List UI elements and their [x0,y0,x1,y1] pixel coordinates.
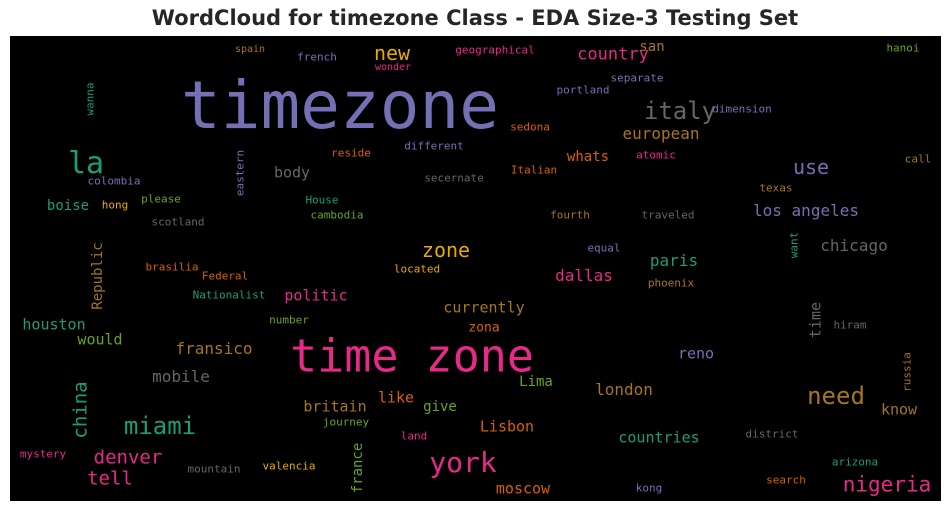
chart-title: WordCloud for timezone Class - EDA Size-… [151,6,799,30]
word-scotland: scotland [151,215,205,229]
word-french: french [297,50,337,64]
word-russia: russia [900,352,914,392]
word-fransico: fransico [175,339,253,358]
word-geographical: geographical [455,43,535,57]
word-atomic: atomic [636,148,676,162]
word-number: number [269,313,309,327]
word-timezone: timezone [181,67,499,144]
word-houston: houston [22,315,86,334]
word-reside: reside [331,146,371,160]
word-house: House [305,193,339,207]
word-lisbon: Lisbon [479,417,535,436]
word-traveled: traveled [641,208,695,222]
word-mystery: mystery [19,447,67,461]
word-whats: whats [566,149,610,165]
word-china: china [69,381,92,439]
word-dallas: dallas [555,266,613,285]
word-equal: equal [587,241,621,255]
word-nationalist: Nationalist [192,288,266,302]
word-politic: politic [284,286,348,305]
word-italian: Italian [510,163,558,177]
word-boise: boise [46,198,90,214]
word-portland: portland [556,83,610,97]
word-separate: separate [610,71,664,85]
word-sedona: sedona [510,120,550,134]
word-mobile: mobile [152,367,210,386]
word-italy: italy [643,97,717,125]
word-dimension: dimension [712,102,772,116]
word-please: please [141,192,181,206]
word-land: land [400,429,428,443]
word-call: call [904,152,932,166]
word-hong: hong [101,198,129,212]
word-paris: paris [649,251,699,270]
word-britain: britain [303,397,367,416]
word-give: give [423,399,457,415]
word-arizona: arizona [831,455,879,469]
word-san: san [639,39,665,55]
word-france: france [350,442,366,494]
word-london: london [595,380,653,399]
word-nigeria: nigeria [842,472,932,497]
word-colombia: colombia [87,174,141,188]
word-want: want [787,231,801,259]
word-zone: zone [421,238,471,262]
word-country: country [577,44,649,65]
word-republic: Republic [90,242,106,310]
word-eastern: eastern [233,149,247,197]
word-zona: zona [468,320,500,336]
word-valencia: valencia [262,459,316,473]
word-spain: spain [234,44,266,55]
word-los-angeles: los angeles [753,201,859,220]
word-mountain: mountain [187,462,241,476]
word-time: time [806,301,825,339]
word-tell: tell [87,467,133,490]
word-phoenix: phoenix [647,276,695,290]
word-journey: journey [322,415,370,429]
word-like: like [377,388,415,407]
word-would: would [77,330,123,349]
word-countries: countries [618,428,700,447]
word-denver: denver [93,446,163,469]
word-brasilia: brasilia [145,260,199,274]
word-need: need [807,382,865,410]
word-european: european [622,124,700,143]
word-york: york [429,446,497,479]
word-currently: currently [443,298,525,317]
word-hiram: hiram [833,318,867,332]
word-search: search [766,473,806,487]
word-kong: kong [635,481,663,495]
word-different: different [404,139,464,153]
word-secernate: secernate [424,171,484,185]
word-lima: Lima [519,374,553,390]
word-federal: Federal [201,269,249,283]
word-wanna: wanna [83,82,97,116]
word-use: use [792,155,830,179]
word-new: new [373,41,411,65]
word-moscow: moscow [495,479,551,498]
word-district: district [745,427,799,441]
word-wonder: wonder [374,62,412,73]
word-time-zone: time zone [290,329,534,383]
word-body: body [273,163,311,182]
word-cambodia: cambodia [310,208,364,222]
word-fourth: fourth [550,208,590,222]
word-miami: miami [123,412,197,440]
word-la: la [67,146,105,181]
wordcloud-canvas: timezone time zone la york italy need miami new… [10,36,941,501]
word-know: know [880,400,918,419]
word-hanoi: hanoi [886,41,920,55]
word-chicago: chicago [820,236,888,255]
word-texas: texas [759,181,793,195]
word-located: located [393,262,441,276]
word-reno: reno [677,344,715,363]
